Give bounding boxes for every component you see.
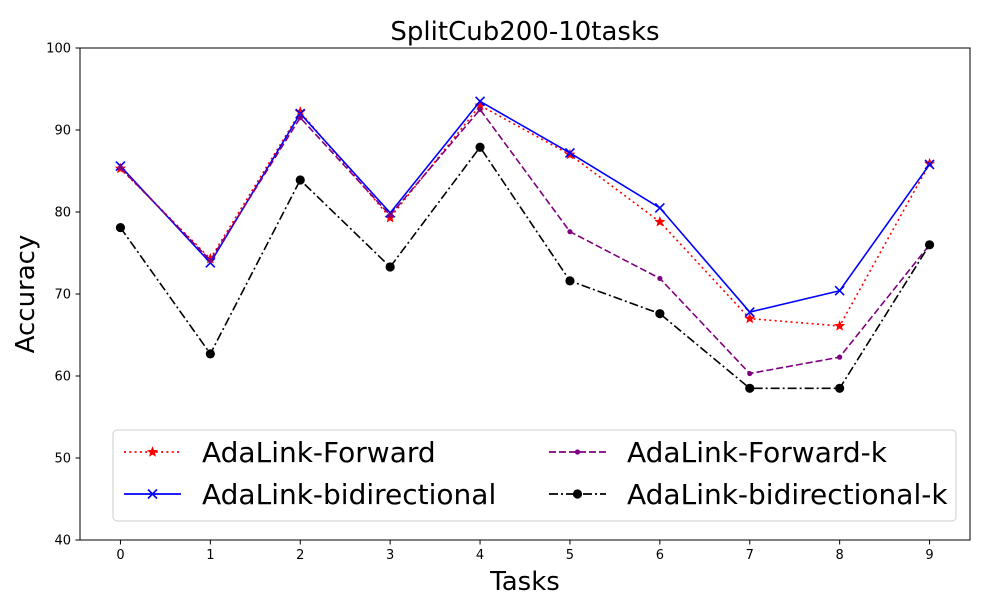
- legend-marker: [147, 488, 158, 500]
- data-point: [924, 157, 936, 169]
- data-point: [747, 370, 753, 377]
- data-point: [834, 320, 846, 331]
- y-tick-label: 100: [46, 42, 71, 57]
- y-tick-label: 50: [54, 452, 71, 467]
- data-point: [477, 106, 483, 113]
- legend-label: AdaLink-Forward: [202, 436, 436, 469]
- data-point: [924, 159, 935, 170]
- data-point: [207, 257, 213, 263]
- y-tick-label: 60: [54, 370, 71, 385]
- series-3: [117, 106, 933, 377]
- x-tick-label: 1: [206, 548, 214, 563]
- legend-label: AdaLink-bidirectional: [202, 478, 496, 511]
- legend: AdaLink-Forward AdaLink-bidirectional AdaL…: [112, 429, 957, 522]
- legend-marker: [146, 446, 159, 457]
- data-point: [297, 115, 303, 121]
- x-tick-label: 6: [656, 548, 664, 563]
- data-point: [654, 216, 666, 227]
- data-point: [475, 142, 485, 152]
- data-point: [657, 275, 663, 282]
- legend-frame: [112, 429, 957, 522]
- data-point: [205, 349, 215, 359]
- data-point: [745, 383, 755, 393]
- data-point: [655, 309, 665, 319]
- x-tick-label: 7: [746, 548, 754, 563]
- x-tick-label: 4: [476, 548, 484, 563]
- data-point: [115, 222, 126, 233]
- data-point: [567, 229, 573, 235]
- y-tick-label: 70: [54, 288, 71, 303]
- data-point: [295, 108, 306, 119]
- series-2: [115, 96, 935, 318]
- data-point: [837, 354, 843, 360]
- data-point: [744, 312, 756, 324]
- data-point: [474, 96, 486, 107]
- x-tick-label: 3: [386, 548, 394, 563]
- y-tick-label: 80: [54, 206, 71, 221]
- series-line: [119, 100, 931, 313]
- y-tick-label: 40: [54, 534, 71, 549]
- legend-marker: [574, 449, 581, 455]
- series-4: [115, 142, 935, 393]
- data-point: [924, 240, 935, 250]
- legend-label: AdaLink-Forward-k: [627, 436, 888, 469]
- x-tick-label: 8: [836, 548, 844, 563]
- legend-marker: [572, 489, 583, 499]
- x-tick-label: 2: [296, 548, 304, 563]
- chart-title: SplitCub200-10tasks: [390, 17, 659, 47]
- x-tick-label: 0: [116, 548, 124, 563]
- data-point: [564, 148, 576, 160]
- data-point: [744, 306, 755, 318]
- x-axis-label: Tasks: [489, 567, 560, 597]
- data-point: [385, 262, 395, 272]
- data-point: [565, 276, 575, 286]
- data-point: [117, 165, 124, 171]
- data-point: [834, 285, 845, 296]
- data-point: [387, 212, 393, 218]
- x-tick-label: 5: [566, 548, 574, 563]
- y-tick-label: 90: [54, 124, 71, 139]
- data-point: [564, 147, 576, 159]
- legend-label: AdaLink-bidirectional-k: [627, 478, 948, 511]
- data-point: [654, 202, 665, 213]
- y-axis-label: Accuracy: [11, 235, 41, 354]
- x-tick-label: 9: [925, 548, 933, 563]
- data-point: [835, 383, 845, 393]
- data-point: [295, 175, 305, 185]
- series-line: [119, 146, 931, 390]
- series-line: [119, 104, 931, 327]
- series-line: [119, 108, 931, 375]
